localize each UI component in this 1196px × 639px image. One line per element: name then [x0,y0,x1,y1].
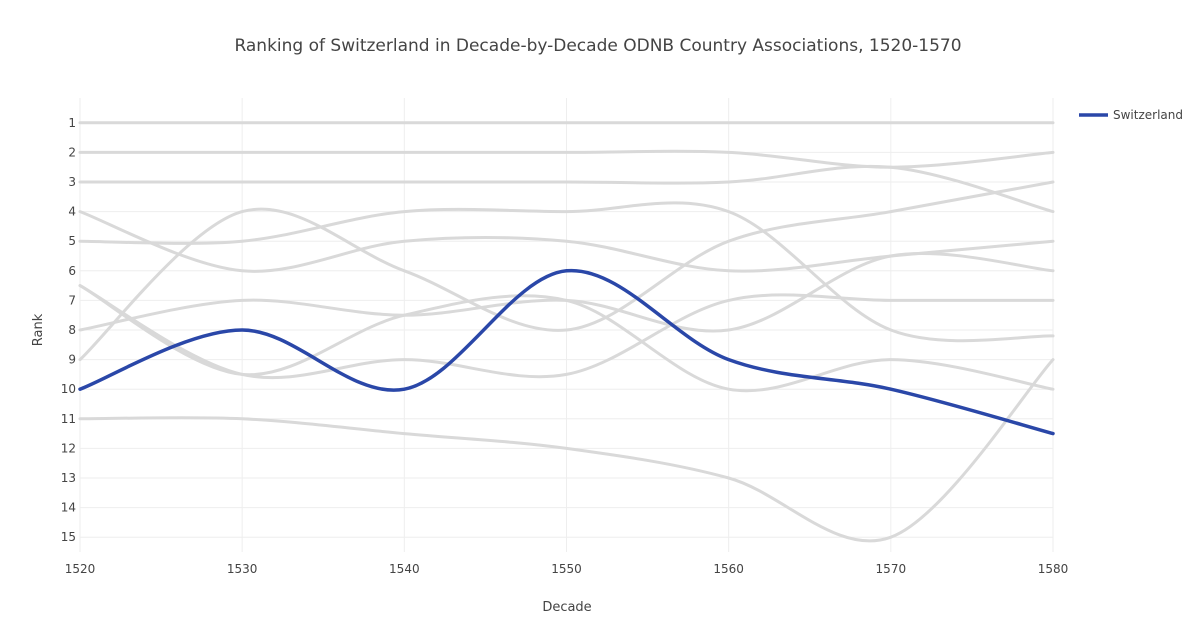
x-tick-label: 1520 [65,562,96,576]
y-tick-label: 15 [61,530,76,544]
highlight-series [78,269,1055,436]
y-tick-label: 8 [68,323,76,337]
background-series-line [78,358,1055,543]
x-tick-label: 1550 [551,562,582,576]
switzerland-series-line [78,269,1055,436]
y-tick-label: 2 [68,145,76,159]
background-series-line [78,164,1055,214]
background-series-line [78,180,1055,362]
y-tick-label: 5 [68,234,76,248]
chart-title: Ranking of Switzerland in Decade-by-Deca… [234,36,961,56]
y-axis-title: Rank [31,313,46,346]
x-axis-title: Decade [542,600,591,615]
x-tick-label: 1570 [876,562,907,576]
y-tick-label: 14 [61,501,76,515]
x-axis-ticks: 1520 1530 1540 1550 1560 1570 1580 [65,562,1069,576]
y-tick-label: 10 [61,382,76,396]
x-tick-label: 1560 [713,562,744,576]
background-series [78,121,1055,543]
y-tick-label: 3 [68,175,76,189]
y-tick-label: 12 [61,441,76,455]
y-tick-label: 1 [68,116,76,130]
x-tick-label: 1540 [389,562,420,576]
y-tick-label: 13 [61,471,76,485]
x-tick-label: 1580 [1038,562,1069,576]
y-tick-label: 6 [68,264,76,278]
legend: Switzerland [1079,108,1183,122]
y-tick-label: 9 [68,353,76,367]
y-tick-label: 7 [68,293,76,307]
legend-label: Switzerland [1113,108,1183,122]
x-tick-label: 1530 [227,562,258,576]
y-tick-label: 4 [68,205,76,219]
background-series-line [78,201,1055,343]
y-tick-label: 11 [61,412,76,426]
background-series-line [78,284,1055,380]
